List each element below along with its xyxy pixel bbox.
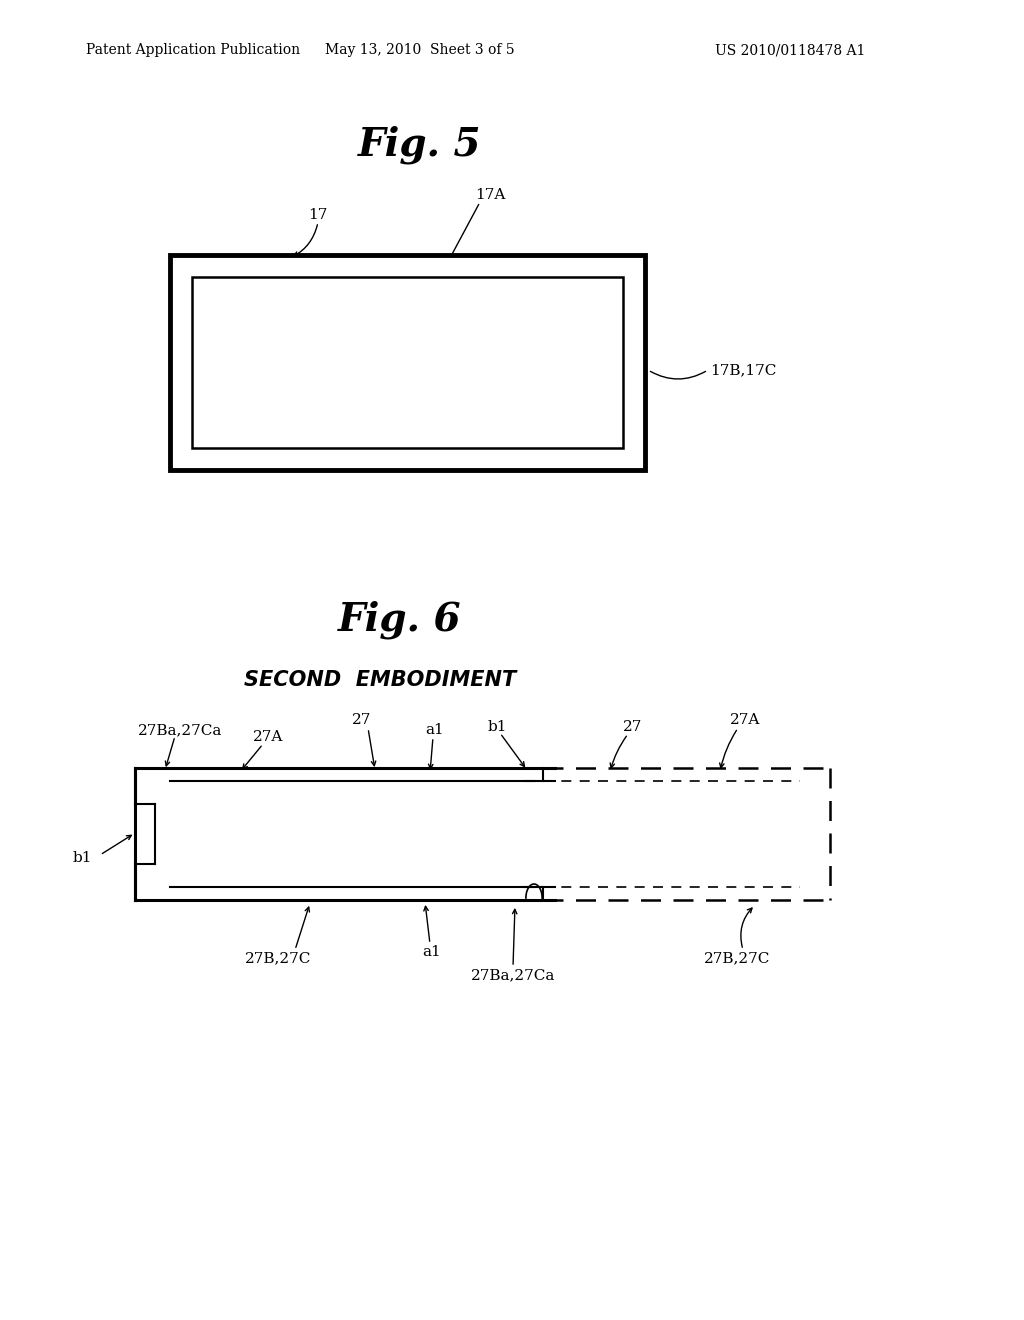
Text: 17A: 17A: [475, 187, 505, 202]
Text: a1: a1: [426, 723, 444, 737]
Bar: [170, 255, 645, 470]
Text: 27: 27: [624, 719, 643, 734]
Text: 27A: 27A: [253, 730, 284, 744]
Text: 17B,17C: 17B,17C: [710, 363, 776, 378]
Text: 27B,27C: 27B,27C: [703, 950, 770, 965]
Text: 27B,27C: 27B,27C: [245, 950, 311, 965]
Text: 27Ba,27Ca: 27Ba,27Ca: [138, 723, 222, 737]
Text: b1: b1: [487, 719, 507, 734]
Text: US 2010/0118478 A1: US 2010/0118478 A1: [715, 44, 865, 57]
Text: SECOND  EMBODIMENT: SECOND EMBODIMENT: [244, 671, 516, 690]
Text: Patent Application Publication: Patent Application Publication: [86, 44, 300, 57]
Bar: [193, 277, 623, 447]
Text: 27Ba,27Ca: 27Ba,27Ca: [471, 968, 555, 982]
Text: May 13, 2010  Sheet 3 of 5: May 13, 2010 Sheet 3 of 5: [326, 44, 515, 57]
Text: 27A: 27A: [730, 713, 760, 727]
Text: Fig. 5: Fig. 5: [358, 125, 481, 164]
Text: 17: 17: [308, 209, 328, 222]
Text: Fig. 6: Fig. 6: [338, 601, 462, 639]
Text: a1: a1: [423, 945, 441, 960]
Text: b1: b1: [73, 851, 92, 865]
Text: 27: 27: [352, 713, 372, 727]
